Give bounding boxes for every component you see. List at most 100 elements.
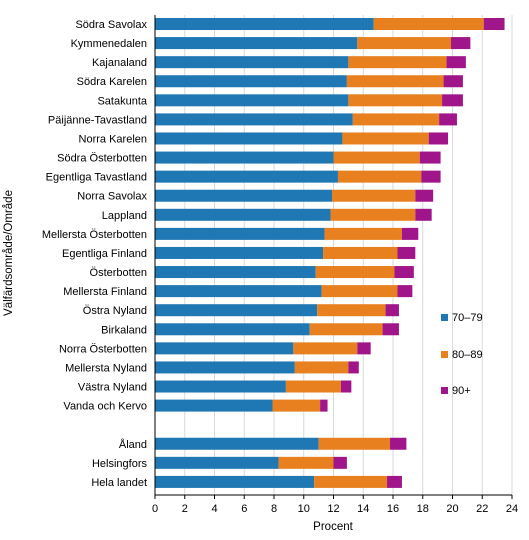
x-axis-title: Procent — [313, 521, 353, 533]
bar-segment — [314, 475, 388, 488]
bar-segment — [278, 456, 334, 469]
legend-label: 80–89 — [452, 349, 483, 361]
bar-segment — [272, 399, 321, 412]
x-tick-labels: 0 2 4 6 8 10 12 14 16 18 20 22 24 — [152, 495, 518, 515]
category-label: Lappland — [102, 210, 147, 222]
x-tick-label: 2 — [182, 503, 188, 515]
bar-segment — [285, 380, 341, 393]
bar-segment — [155, 399, 273, 412]
category-label: Norra Österbotten — [59, 343, 147, 355]
bar-segment — [318, 437, 391, 450]
x-tick-label: 4 — [211, 503, 217, 515]
category-label: Södra Savolax — [75, 19, 147, 31]
bar-segment — [155, 304, 318, 317]
x-tick-label: 14 — [357, 503, 369, 515]
category-label: Hela landet — [91, 477, 147, 489]
bar-segment — [446, 56, 466, 69]
bar-segment — [155, 456, 279, 469]
category-label: Helsingfors — [92, 458, 148, 470]
bar-segment — [155, 151, 334, 164]
bar-segment — [451, 37, 471, 50]
category-label: Päijänne-Tavastland — [48, 114, 147, 126]
bar-segment — [324, 227, 402, 240]
category-label: Vanda och Kervo — [63, 401, 147, 413]
bar-segment — [340, 380, 352, 393]
x-tick-label: 6 — [241, 503, 247, 515]
category-label: Östra Nyland — [83, 305, 147, 317]
bar-segment — [443, 75, 463, 88]
x-tick-label: 10 — [298, 503, 310, 515]
bar-segment — [357, 342, 371, 355]
bar-segment — [155, 266, 316, 279]
bar-segment — [333, 456, 347, 469]
bar-segment — [293, 342, 358, 355]
bar-segment — [387, 475, 402, 488]
bar-segment — [332, 189, 416, 202]
category-label: Österbotten — [90, 267, 147, 279]
x-tick-label: 0 — [152, 503, 158, 515]
bar-segment — [357, 37, 452, 50]
bar-segment — [155, 380, 286, 393]
category-label: Mellersta Nyland — [65, 362, 147, 374]
category-label: Kymmenedalen — [71, 38, 147, 50]
bar-segment — [155, 227, 325, 240]
bar-segment — [155, 246, 324, 259]
bar-segment — [155, 37, 358, 50]
bar-segment — [155, 18, 374, 30]
bar-segment — [415, 208, 432, 221]
bar-segment — [155, 94, 349, 107]
bar-segment — [155, 189, 333, 202]
category-label: Södra Karelen — [77, 76, 147, 88]
bar-segment — [155, 361, 295, 374]
category-label: Västra Nyland — [78, 382, 147, 394]
bar-segment — [352, 113, 440, 126]
bar-segment — [390, 437, 407, 450]
category-label: Birkaland — [101, 324, 147, 336]
x-tick-label: 16 — [387, 503, 399, 515]
bar-segment — [348, 56, 447, 69]
bar-segment — [397, 246, 416, 259]
bar-segment — [385, 304, 399, 317]
bar-segment — [330, 208, 416, 221]
category-labels: Södra Savolax Kymmenedalen Kajanaland Södra… — [42, 19, 148, 489]
bar-segment — [337, 170, 422, 183]
legend-swatch — [441, 351, 448, 358]
bar-segment — [348, 361, 359, 374]
category-label: Åland — [119, 438, 147, 451]
bar-segment — [155, 285, 322, 298]
x-tick-label: 22 — [476, 503, 488, 515]
bar-segment — [155, 170, 338, 183]
category-label: Mellersta Finland — [63, 286, 147, 298]
bar-segment — [155, 75, 347, 88]
bar-segment — [315, 266, 395, 279]
bar-segment — [439, 113, 457, 126]
bar-segment — [394, 266, 414, 279]
bar-segment — [419, 151, 441, 164]
category-label: Norra Karelen — [79, 133, 147, 145]
bar-segment — [346, 75, 444, 88]
bar-segment — [155, 437, 319, 450]
bar-segment — [442, 94, 463, 107]
x-tick-label: 20 — [446, 503, 458, 515]
bar-segment — [342, 132, 429, 145]
bar-segment — [348, 94, 443, 107]
bar-segment — [373, 18, 484, 30]
category-label: Södra Österbotten — [57, 153, 147, 165]
bar-segment — [421, 170, 441, 183]
bars — [155, 18, 505, 488]
bar-segment — [155, 323, 310, 336]
bar-segment — [155, 132, 343, 145]
bar-segment — [483, 18, 505, 30]
x-tick-label: 18 — [417, 503, 429, 515]
legend-swatch — [441, 314, 448, 321]
bar-segment — [323, 246, 398, 259]
category-label: Satakunta — [97, 95, 147, 107]
bar-segment — [309, 323, 383, 336]
legend: 70–79 80–89 90+ — [441, 312, 483, 397]
legend-label: 70–79 — [452, 312, 483, 324]
bar-segment — [321, 285, 398, 298]
bar-segment — [155, 475, 315, 488]
bar-segment — [155, 342, 294, 355]
category-label: Norra Savolax — [77, 191, 147, 203]
